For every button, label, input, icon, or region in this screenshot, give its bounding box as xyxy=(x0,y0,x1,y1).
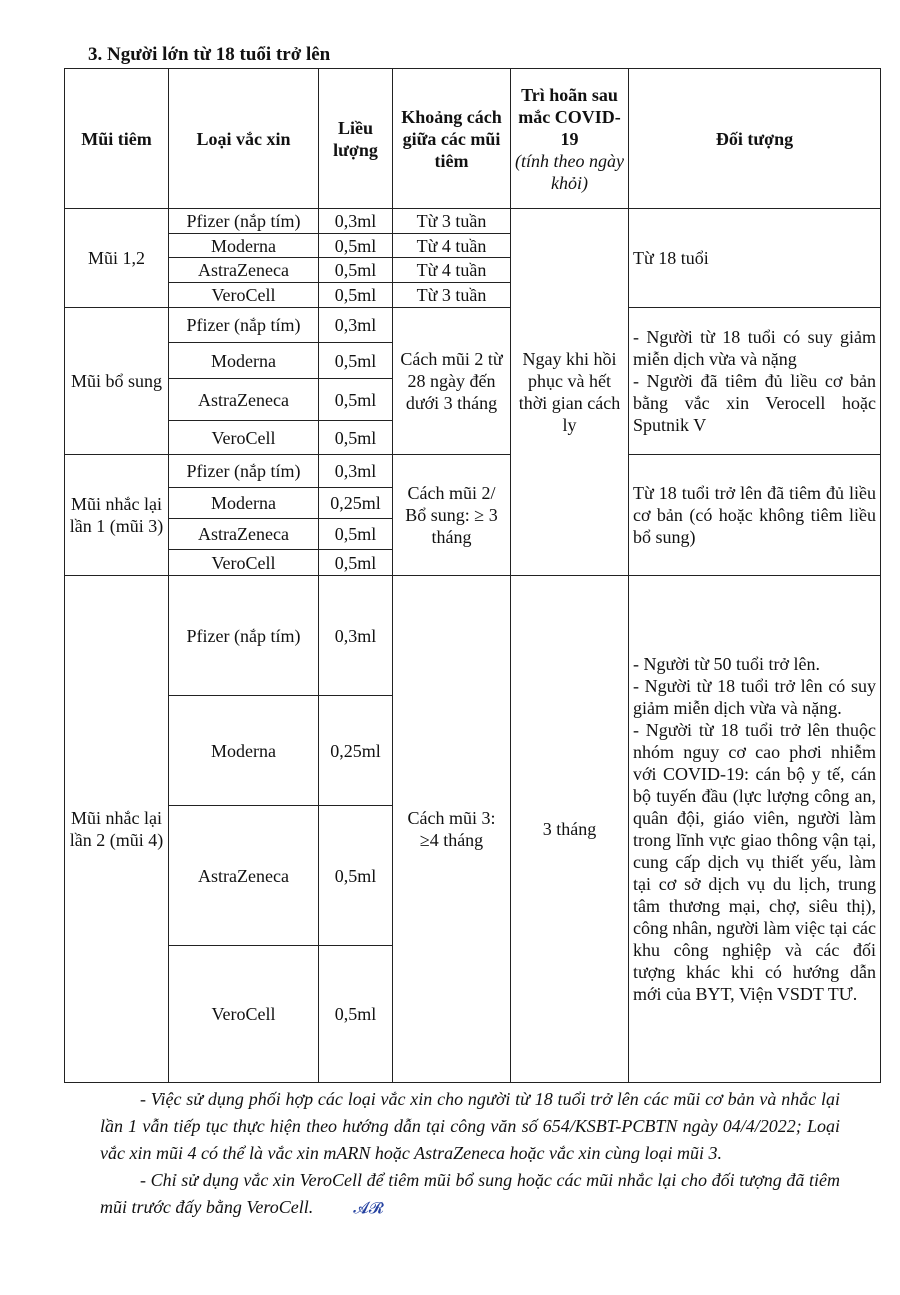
delay-cell: Ngay khi hồi phục và hết thời gian cách … xyxy=(510,208,629,576)
target-line: - Người từ 50 tuổi trở lên. xyxy=(633,654,821,674)
table-row: VeroCell 0,5ml xyxy=(65,945,881,1083)
amount-cell: 0,3ml xyxy=(318,208,393,234)
amount-cell: 0,3ml xyxy=(318,307,393,343)
target-cell: Từ 18 tuổi trở lên đã tiêm đủ liều cơ bả… xyxy=(628,454,881,576)
vaccine-cell: Pfizer (nắp tím) xyxy=(168,454,319,488)
header-row: Mũi tiêm Loại vắc xin Liều lượng Khoảng … xyxy=(64,68,881,209)
vaccination-schedule-table: Mũi tiêm Loại vắc xin Liều lượng Khoảng … xyxy=(64,68,881,1083)
target-cell: Từ 18 tuổi xyxy=(628,208,881,308)
delay-cell: 3 tháng xyxy=(510,575,629,1083)
notes: - Việc sử dụng phối hợp các loại vắc xin… xyxy=(100,1086,840,1222)
amount-cell: 0,5ml xyxy=(318,549,393,576)
vaccine-cell: VeroCell xyxy=(168,282,319,308)
table-row: VeroCell 0,5ml xyxy=(65,420,881,455)
note-2-text: - Chỉ sử dụng vắc xin VeroCell để tiêm m… xyxy=(100,1170,840,1217)
header-delay-note: (tính theo ngày khỏi) xyxy=(515,150,624,193)
amount-cell: 0,5ml xyxy=(318,233,393,258)
vaccine-cell: Pfizer (nắp tím) xyxy=(168,575,319,696)
vaccine-cell: Moderna xyxy=(168,342,319,379)
vaccine-cell: Pfizer (nắp tím) xyxy=(168,208,319,234)
table-row: Moderna 0,5ml xyxy=(65,342,881,379)
table-row: VeroCell 0,5ml Từ 3 tuần xyxy=(65,282,881,308)
signature-initials: 𝓐𝓡 xyxy=(353,1200,384,1217)
target-line: Từ 18 tuổi trở lên đã tiêm đủ liều cơ bả… xyxy=(633,483,876,547)
vaccine-cell: AstraZeneca xyxy=(168,378,319,421)
note-2: - Chỉ sử dụng vắc xin VeroCell để tiêm m… xyxy=(100,1167,840,1222)
header-target: Đối tượng xyxy=(628,68,881,209)
interval-cell: Cách mũi 3: ≥4 tháng xyxy=(392,575,511,1083)
table-row: AstraZeneca 0,5ml xyxy=(65,378,881,421)
dose-cell: Mũi nhắc lại lần 1 (mũi 3) xyxy=(64,454,169,576)
header-amount: Liều lượng xyxy=(318,68,393,209)
target-cell: - Người từ 50 tuổi trở lên. - Người từ 18… xyxy=(628,575,881,1083)
header-vaccine: Loại vắc xin xyxy=(168,68,319,209)
interval-cell: Cách mũi 2 từ 28 ngày đến dưới 3 tháng xyxy=(392,307,511,455)
vaccine-cell: AstraZeneca xyxy=(168,257,319,283)
header-delay-label: Trì hoãn sau mắc COVID-19 xyxy=(518,84,621,149)
table-row: AstraZeneca 0,5ml Từ 4 tuần xyxy=(65,257,881,283)
amount-cell: 0,5ml xyxy=(318,805,393,946)
vaccine-cell: Moderna xyxy=(168,695,319,806)
header-interval: Khoảng cách giữa các mũi tiêm xyxy=(392,68,511,209)
vaccine-cell: VeroCell xyxy=(168,420,319,455)
amount-cell: 0,25ml xyxy=(318,487,393,519)
target-line: - Người từ 18 tuổi trở lên có suy giảm m… xyxy=(633,676,876,718)
vaccine-cell: VeroCell xyxy=(168,549,319,576)
interval-cell: Từ 3 tuần xyxy=(392,282,511,308)
vaccine-cell: VeroCell xyxy=(168,945,319,1083)
amount-cell: 0,5ml xyxy=(318,342,393,379)
amount-cell: 0,5ml xyxy=(318,518,393,550)
table-row: Moderna 0,25ml xyxy=(65,695,881,806)
table-row: Mũi nhắc lại lần 2 (mũi 4) Pfizer (nắp tí… xyxy=(64,575,881,1083)
table-row: Moderna 0,5ml Từ 4 tuần xyxy=(65,233,881,258)
table-row: VeroCell 0,5ml xyxy=(65,549,881,576)
amount-cell: 0,25ml xyxy=(318,695,393,806)
amount-cell: 0,3ml xyxy=(318,454,393,488)
interval-cell: Từ 4 tuần xyxy=(392,233,511,258)
vaccine-cell: Pfizer (nắp tím) xyxy=(168,307,319,343)
amount-cell: 0,5ml xyxy=(318,257,393,283)
section-title: 3. Người lớn từ 18 tuổi trở lên xyxy=(88,44,331,65)
header-delay: Trì hoãn sau mắc COVID-19 (tính theo ngày… xyxy=(510,68,629,209)
amount-cell: 0,5ml xyxy=(318,378,393,421)
target-line: Từ 18 tuổi xyxy=(633,248,709,268)
amount-cell: 0,5ml xyxy=(318,420,393,455)
target-cell: - Người từ 18 tuổi có suy giảm miễn dịch… xyxy=(628,307,881,455)
table-row: Moderna 0,25ml xyxy=(65,487,881,519)
amount-cell: 0,5ml xyxy=(318,945,393,1083)
vaccine-cell: Moderna xyxy=(168,233,319,258)
target-line: - Người từ 18 tuổi trở lên thuộc nhóm ng… xyxy=(633,720,876,1004)
vaccine-cell: AstraZeneca xyxy=(168,805,319,946)
table-row: Mũi nhắc lại lần 1 (mũi 3) Pfizer (nắp tí… xyxy=(64,454,881,576)
dose-cell: Mũi nhắc lại lần 2 (mũi 4) xyxy=(64,575,169,1083)
interval-cell: Từ 4 tuần xyxy=(392,257,511,283)
interval-cell: Từ 3 tuần xyxy=(392,208,511,234)
amount-cell: 0,3ml xyxy=(318,575,393,696)
dose-cell: Mũi bổ sung xyxy=(64,307,169,455)
target-line: - Người từ 18 tuổi có suy giảm miễn dịch… xyxy=(633,327,876,369)
vaccine-cell: Moderna xyxy=(168,487,319,519)
table-row: Mũi bổ sung Pfizer (nắp tím) 0,3ml Cách mũi… xyxy=(64,307,881,455)
interval-cell: Cách mũi 2/ Bổ sung: ≥ 3 tháng xyxy=(392,454,511,576)
vaccine-cell: AstraZeneca xyxy=(168,518,319,550)
table-row: Mũi 1,2 Pfizer (nắp tím) 0,3ml Từ 3 tuần Nga… xyxy=(64,208,881,576)
note-1: - Việc sử dụng phối hợp các loại vắc xin… xyxy=(100,1089,840,1163)
target-line: - Người đã tiêm đủ liều cơ bản bằng vắc … xyxy=(633,371,876,435)
header-dose: Mũi tiêm xyxy=(64,68,169,209)
table-row: AstraZeneca 0,5ml xyxy=(65,805,881,946)
amount-cell: 0,5ml xyxy=(318,282,393,308)
dose-cell: Mũi 1,2 xyxy=(64,208,169,308)
